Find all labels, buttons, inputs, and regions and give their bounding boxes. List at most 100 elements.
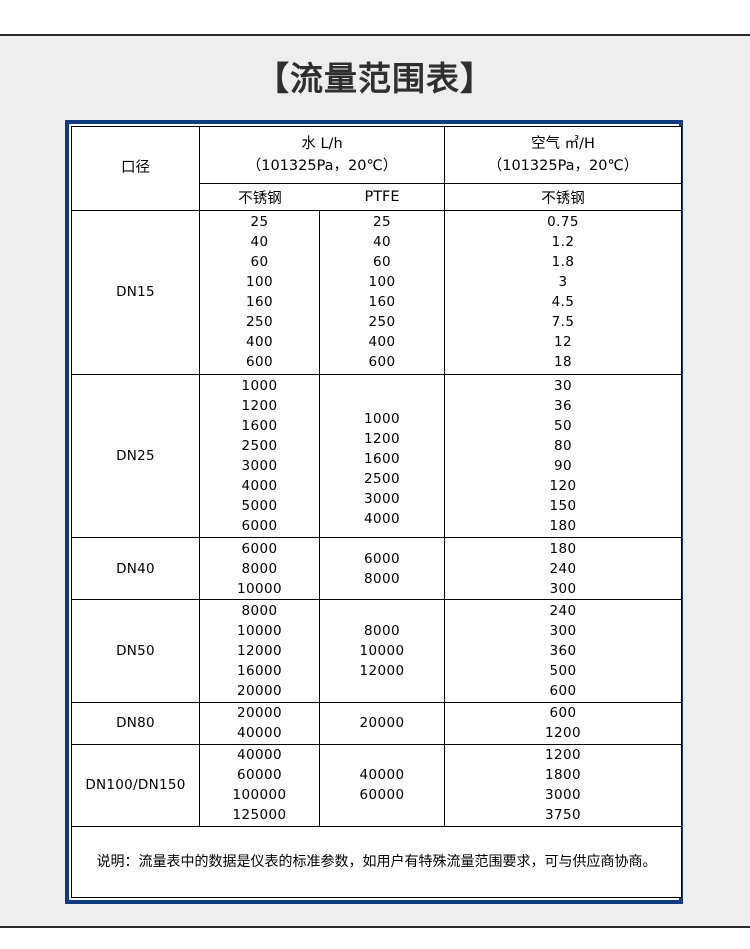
- value: 30: [554, 377, 572, 394]
- value: 150: [549, 497, 577, 514]
- value: 10000: [237, 623, 282, 640]
- value: 50: [554, 417, 572, 434]
- header-sub-ptfe: PTFE: [364, 189, 400, 205]
- value: 18: [554, 354, 572, 371]
- value: 40000: [359, 767, 405, 784]
- value: 6000: [364, 550, 400, 567]
- value: 600: [549, 705, 577, 722]
- value: 12: [554, 334, 572, 351]
- value: 1200: [545, 725, 581, 742]
- value: 240: [549, 603, 577, 620]
- cell-diameter: DN80: [71, 701, 200, 745]
- table-row: DN100/DN150 40000 60000 100000 125000 40000 60…: [71, 743, 683, 828]
- value: 180: [549, 517, 577, 534]
- value: 1200: [545, 747, 581, 764]
- page-title: 【流量范围表】: [256, 59, 494, 98]
- cell-water-stainless: 25 40 60 100 160 250 400 600: [199, 210, 320, 375]
- cell-diameter: DN15: [71, 210, 200, 375]
- cell-air-stainless: 1200 1800 3000 3750: [444, 743, 683, 828]
- table-body: 口径 水 L/h （101325Pa，20℃） 空气 ㎥/H （101325Pa…: [71, 126, 683, 828]
- header-row-main: 口径 水 L/h （101325Pa，20℃） 空气 ㎥/H （101325Pa…: [71, 126, 683, 211]
- value: 20000: [237, 705, 282, 722]
- value: 300: [549, 580, 577, 597]
- header-water: 水 L/h （101325Pa，20℃）: [198, 126, 446, 184]
- header-sub-stainless-water: 不锈钢: [238, 190, 282, 207]
- cell-air-stainless: 30 36 50 80 90 120 150 180: [444, 373, 683, 539]
- value: 8000: [364, 623, 400, 640]
- value: 600: [246, 354, 273, 371]
- value: 5000: [241, 497, 278, 514]
- value: 100000: [232, 787, 287, 804]
- value: 20000: [359, 715, 405, 732]
- value: 40: [250, 234, 269, 251]
- cell-water-stainless: 20000 40000: [199, 701, 320, 745]
- value: 1600: [241, 417, 278, 434]
- value: 80: [554, 437, 572, 454]
- cell-air-stainless: 240 300 360 500 600: [444, 599, 683, 703]
- cell-air-stainless: 180 240 300: [444, 537, 683, 601]
- value: 500: [549, 663, 577, 680]
- value: 600: [368, 354, 396, 371]
- cell-water-stainless: 40000 60000 100000 125000: [199, 743, 320, 828]
- value: 3000: [241, 457, 278, 474]
- header-air-line2: （101325Pa，20℃）: [487, 158, 639, 174]
- value: 4.5: [551, 294, 575, 311]
- value: 60000: [359, 787, 405, 804]
- cell-diameter: DN40: [71, 537, 200, 601]
- cell-diameter: DN50: [71, 599, 200, 703]
- cell-water-stainless: 1000 1200 1600 2500 3000 4000 5000 6000: [199, 373, 320, 539]
- value: 40: [373, 234, 391, 251]
- value: 6000: [241, 517, 278, 534]
- cell-air-stainless: 600 1200: [444, 701, 683, 745]
- value: 8000: [241, 560, 278, 577]
- value: 25: [373, 214, 391, 231]
- value: 250: [246, 314, 273, 331]
- cell-diameter: DN25: [71, 373, 200, 539]
- value: 400: [368, 334, 396, 351]
- cell-water-ptfe: 6000 8000: [318, 537, 446, 601]
- value: 36: [554, 397, 572, 414]
- cell-diameter: DN100/DN150: [71, 743, 200, 828]
- table-row: DN50 8000 10000 12000 16000 20000 8000 10000 120…: [71, 599, 683, 703]
- cell-water-ptfe: 20000: [318, 701, 446, 745]
- cell-water-stainless: 8000 10000 12000 16000 20000: [199, 599, 320, 703]
- table-note: 说明：流量表中的数据是仪表的标准参数，如用户有特殊流量范围要求，可与供应商协商。: [70, 826, 683, 898]
- value: 7.5: [551, 314, 575, 331]
- cell-water-ptfe: 8000 10000 12000: [318, 599, 446, 703]
- header-water-line1: 水 L/h: [301, 135, 343, 152]
- value: 400: [246, 334, 273, 351]
- value: 12000: [359, 663, 405, 680]
- value: 180: [549, 540, 577, 557]
- value: 1200: [241, 397, 278, 414]
- header-row-sub: 不锈钢 PTFE 不锈钢: [72, 183, 683, 211]
- value: 250: [368, 314, 396, 331]
- header-water-line2: （101325Pa，20℃）: [246, 158, 398, 174]
- cell-water-ptfe: 1000 1200 1600 2500 3000 4000: [318, 373, 446, 539]
- flow-range-table: 口径 水 L/h （101325Pa，20℃） 空气 ㎥/H （101325Pa…: [70, 126, 683, 898]
- value: 160: [368, 294, 396, 311]
- value: 160: [246, 294, 273, 311]
- value: 3000: [364, 490, 400, 507]
- cell-water-ptfe: 40000 60000: [318, 743, 446, 828]
- value: 40000: [237, 747, 282, 764]
- value: 3000: [545, 787, 581, 804]
- value: 4000: [241, 477, 278, 494]
- value: 60: [250, 254, 269, 271]
- table-row: DN15 25 40 60 100 160 250 400 600 25 40 60 100 160 250…: [71, 210, 683, 375]
- value: 100: [368, 274, 396, 291]
- value: 1.2: [551, 234, 575, 251]
- value: 12000: [237, 643, 282, 660]
- value: 40000: [237, 725, 282, 742]
- value: 1600: [364, 450, 400, 467]
- note-row: 说明：流量表中的数据是仪表的标准参数，如用户有特殊流量范围要求，可与供应商协商。: [70, 826, 683, 898]
- value: 100: [246, 274, 273, 291]
- value: 16000: [237, 663, 282, 680]
- value: 240: [549, 560, 577, 577]
- value: 20000: [237, 683, 282, 700]
- value: 1800: [545, 767, 581, 784]
- value: 10000: [359, 643, 405, 660]
- value: 1.8: [551, 254, 575, 271]
- table-row: DN80 20000 40000 20000 600 1200: [71, 701, 683, 745]
- header-air: 空气 ㎥/H （101325Pa，20℃）: [444, 126, 683, 184]
- table-row: DN25 1000 1200 1600 2500 3000 4000 5000 6000 1000…: [71, 373, 683, 539]
